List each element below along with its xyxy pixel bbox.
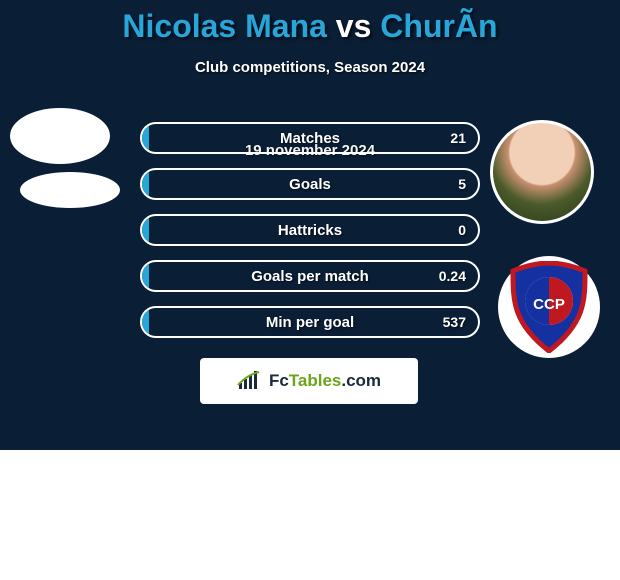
stat-label: Min per goal (266, 314, 354, 331)
stat-row: Hattricks 0 (140, 214, 480, 246)
page-title: Nicolas Mana vs ChurÃ­n (0, 0, 620, 45)
stat-row: Goals 5 (140, 168, 480, 200)
stats-list: Matches 21 Goals 5 Hattricks 0 Goals per match… (140, 122, 480, 352)
watermark[interactable]: FcTables.com (200, 358, 418, 404)
stat-label: Matches (280, 130, 340, 147)
title-player-left: Nicolas Mana (122, 8, 327, 44)
stat-right-value: 5 (458, 176, 466, 192)
stat-label: Hattricks (278, 222, 342, 239)
watermark-tables: Tables (289, 371, 342, 390)
stat-label: Goals (289, 176, 331, 193)
comparison-card: Nicolas Mana vs ChurÃ­n Club competition… (0, 0, 620, 450)
watermark-suffix: .com (341, 371, 381, 390)
watermark-fc: Fc (269, 371, 289, 390)
stat-fill-left (142, 262, 149, 290)
stat-row: Min per goal 537 (140, 306, 480, 338)
player-left-avatar (10, 108, 110, 164)
title-player-right: ChurÃ­n (380, 8, 497, 44)
player-right-avatar (490, 120, 594, 224)
stat-right-value: 537 (443, 314, 466, 330)
stat-label: Goals per match (251, 268, 369, 285)
stat-fill-left (142, 308, 149, 336)
stat-row: Goals per match 0.24 (140, 260, 480, 292)
stat-fill-left (142, 170, 149, 198)
blank-region (0, 450, 620, 580)
stat-right-value: 0 (458, 222, 466, 238)
stat-right-value: 21 (450, 130, 466, 146)
shield-icon: CCP (507, 261, 591, 353)
stat-right-value: 0.24 (439, 268, 466, 284)
subtitle: Club competitions, Season 2024 (0, 59, 620, 76)
title-vs: vs (336, 8, 372, 44)
svg-text:CCP: CCP (533, 296, 565, 313)
club-left-badge (20, 172, 120, 208)
stat-fill-left (142, 216, 149, 244)
club-right-badge: CCP (498, 256, 600, 358)
bar-chart-icon (237, 371, 263, 391)
stat-fill-left (142, 124, 149, 152)
watermark-text: FcTables.com (269, 371, 381, 391)
stat-row: Matches 21 (140, 122, 480, 154)
